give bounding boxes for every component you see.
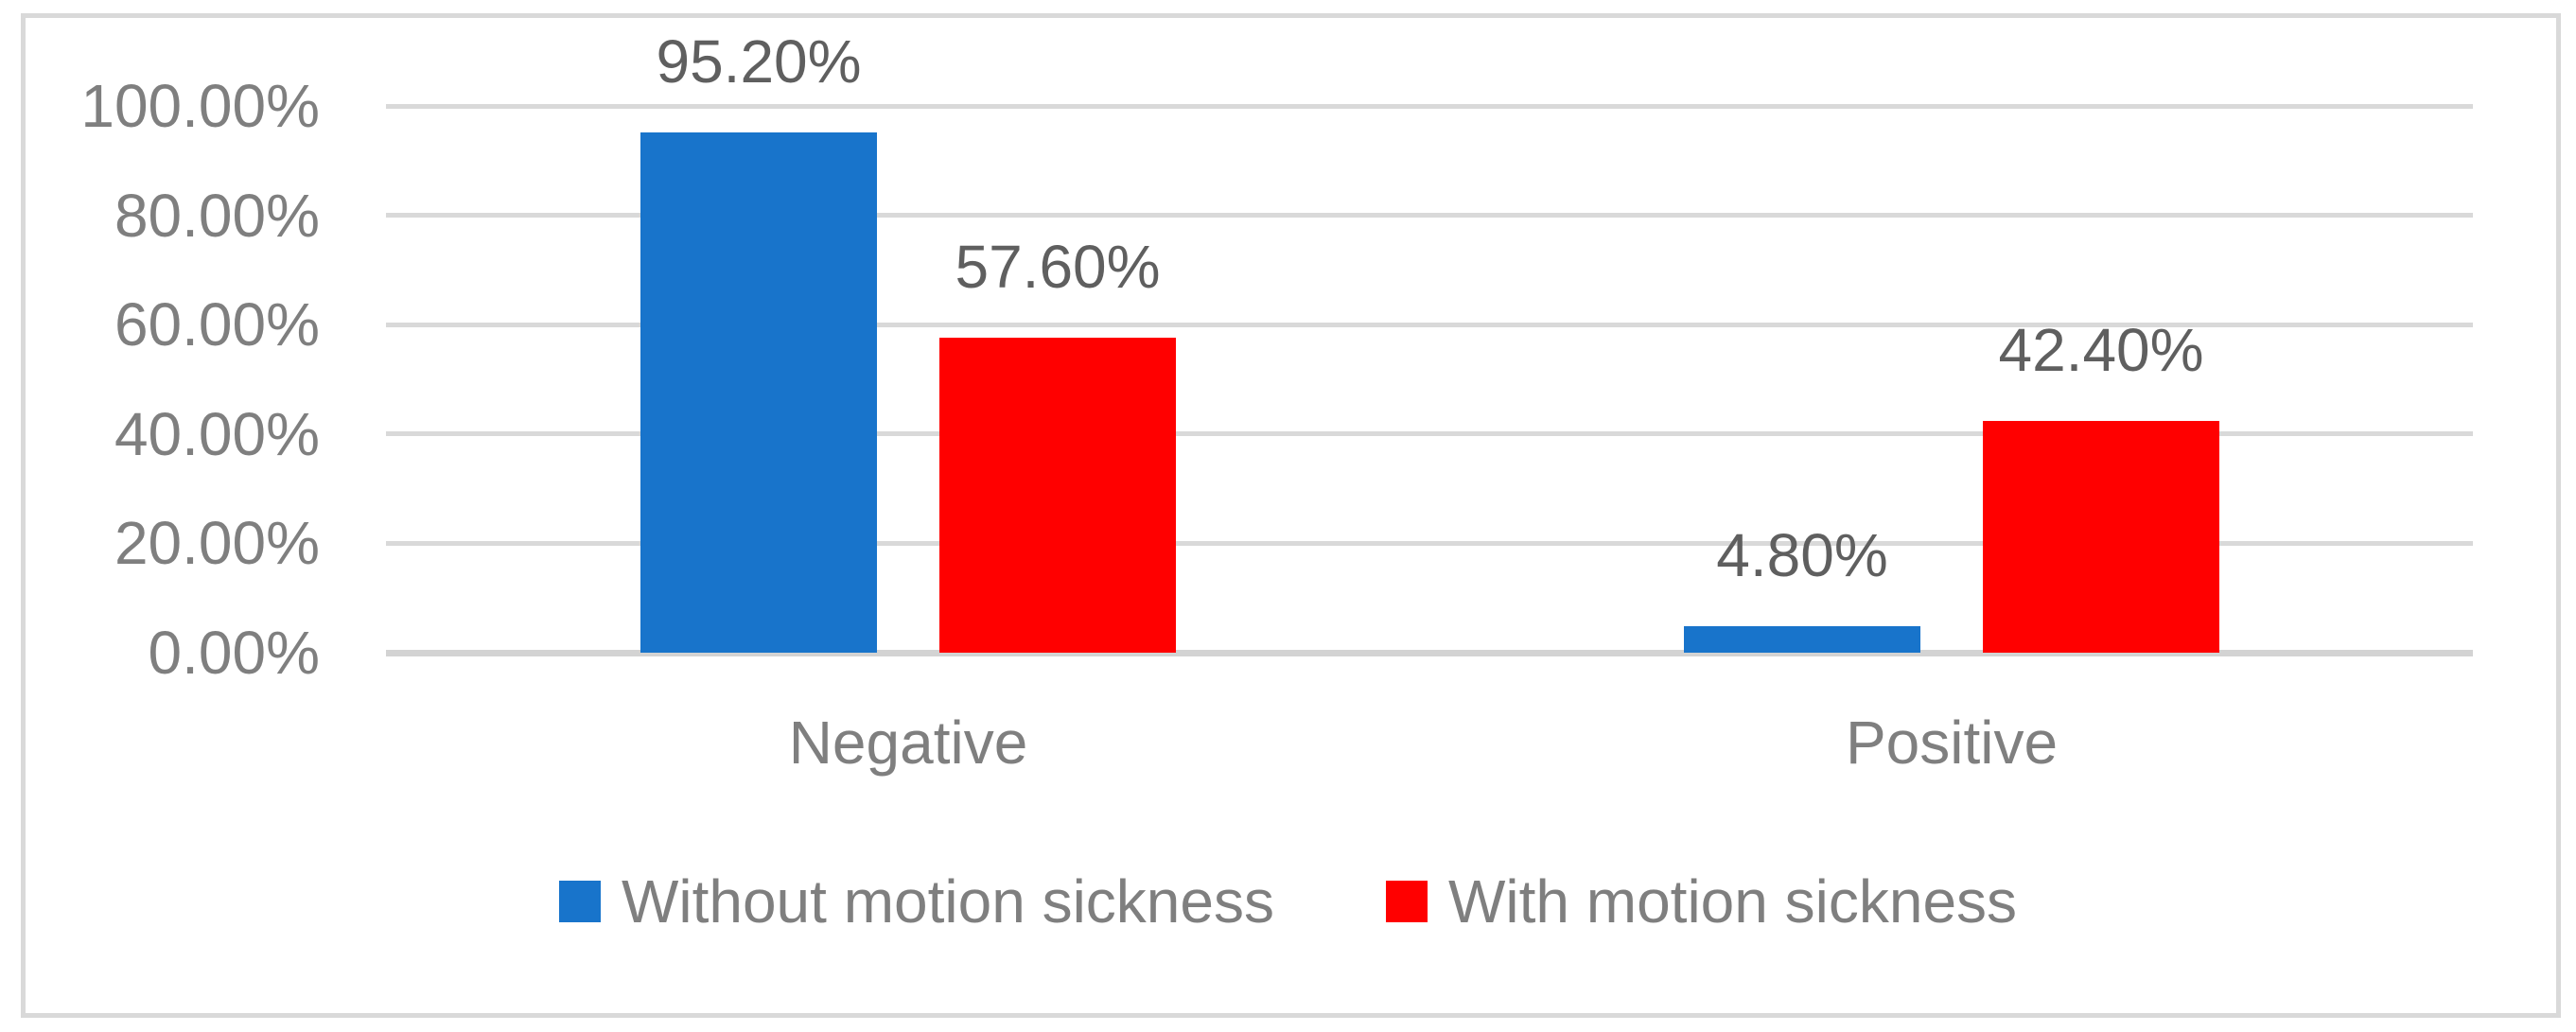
legend-label-without-motion-sickness: Without motion sickness <box>621 867 1274 936</box>
category-label-negative: Negative <box>788 708 1028 777</box>
y-tick-label-0: 0.00% <box>148 619 320 687</box>
y-tick-label-80: 80.00% <box>114 182 320 250</box>
bar-with-motion-sickness-negative <box>939 338 1176 653</box>
gridline-40 <box>386 431 2473 436</box>
legend-label-with-motion-sickness: With motion sickness <box>1447 867 2018 936</box>
gridline-60 <box>386 323 2473 327</box>
category-label-positive: Positive <box>1845 708 2059 777</box>
x-axis-line <box>386 650 2473 656</box>
legend-item-without-motion-sickness: Without motion sickness <box>558 866 1274 936</box>
bar-with-motion-sickness-positive <box>1983 421 2219 653</box>
bar-without-motion-sickness-positive <box>1684 626 1920 653</box>
gridline-20 <box>386 541 2473 546</box>
gridline-80 <box>386 213 2473 218</box>
y-tick-label-100: 100.00% <box>80 72 320 140</box>
data-label-with-motion-sickness-positive: 42.40% <box>1998 316 2204 384</box>
legend-item-with-motion-sickness: With motion sickness <box>1385 866 2018 936</box>
gridline-100 <box>386 104 2473 109</box>
y-tick-label-20: 20.00% <box>114 509 320 577</box>
legend-swatch-red-icon <box>1385 881 1428 922</box>
legend: Without motion sickness With motion sick… <box>0 859 2576 944</box>
bar-without-motion-sickness-negative <box>640 132 877 653</box>
y-tick-label-60: 60.00% <box>114 290 320 359</box>
data-label-without-motion-sickness-positive: 4.80% <box>1716 521 1888 589</box>
y-tick-label-40: 40.00% <box>114 400 320 468</box>
legend-swatch-blue-icon <box>558 881 601 922</box>
data-label-with-motion-sickness-negative: 57.60% <box>955 233 1161 301</box>
data-label-without-motion-sickness-negative: 95.20% <box>656 27 862 96</box>
